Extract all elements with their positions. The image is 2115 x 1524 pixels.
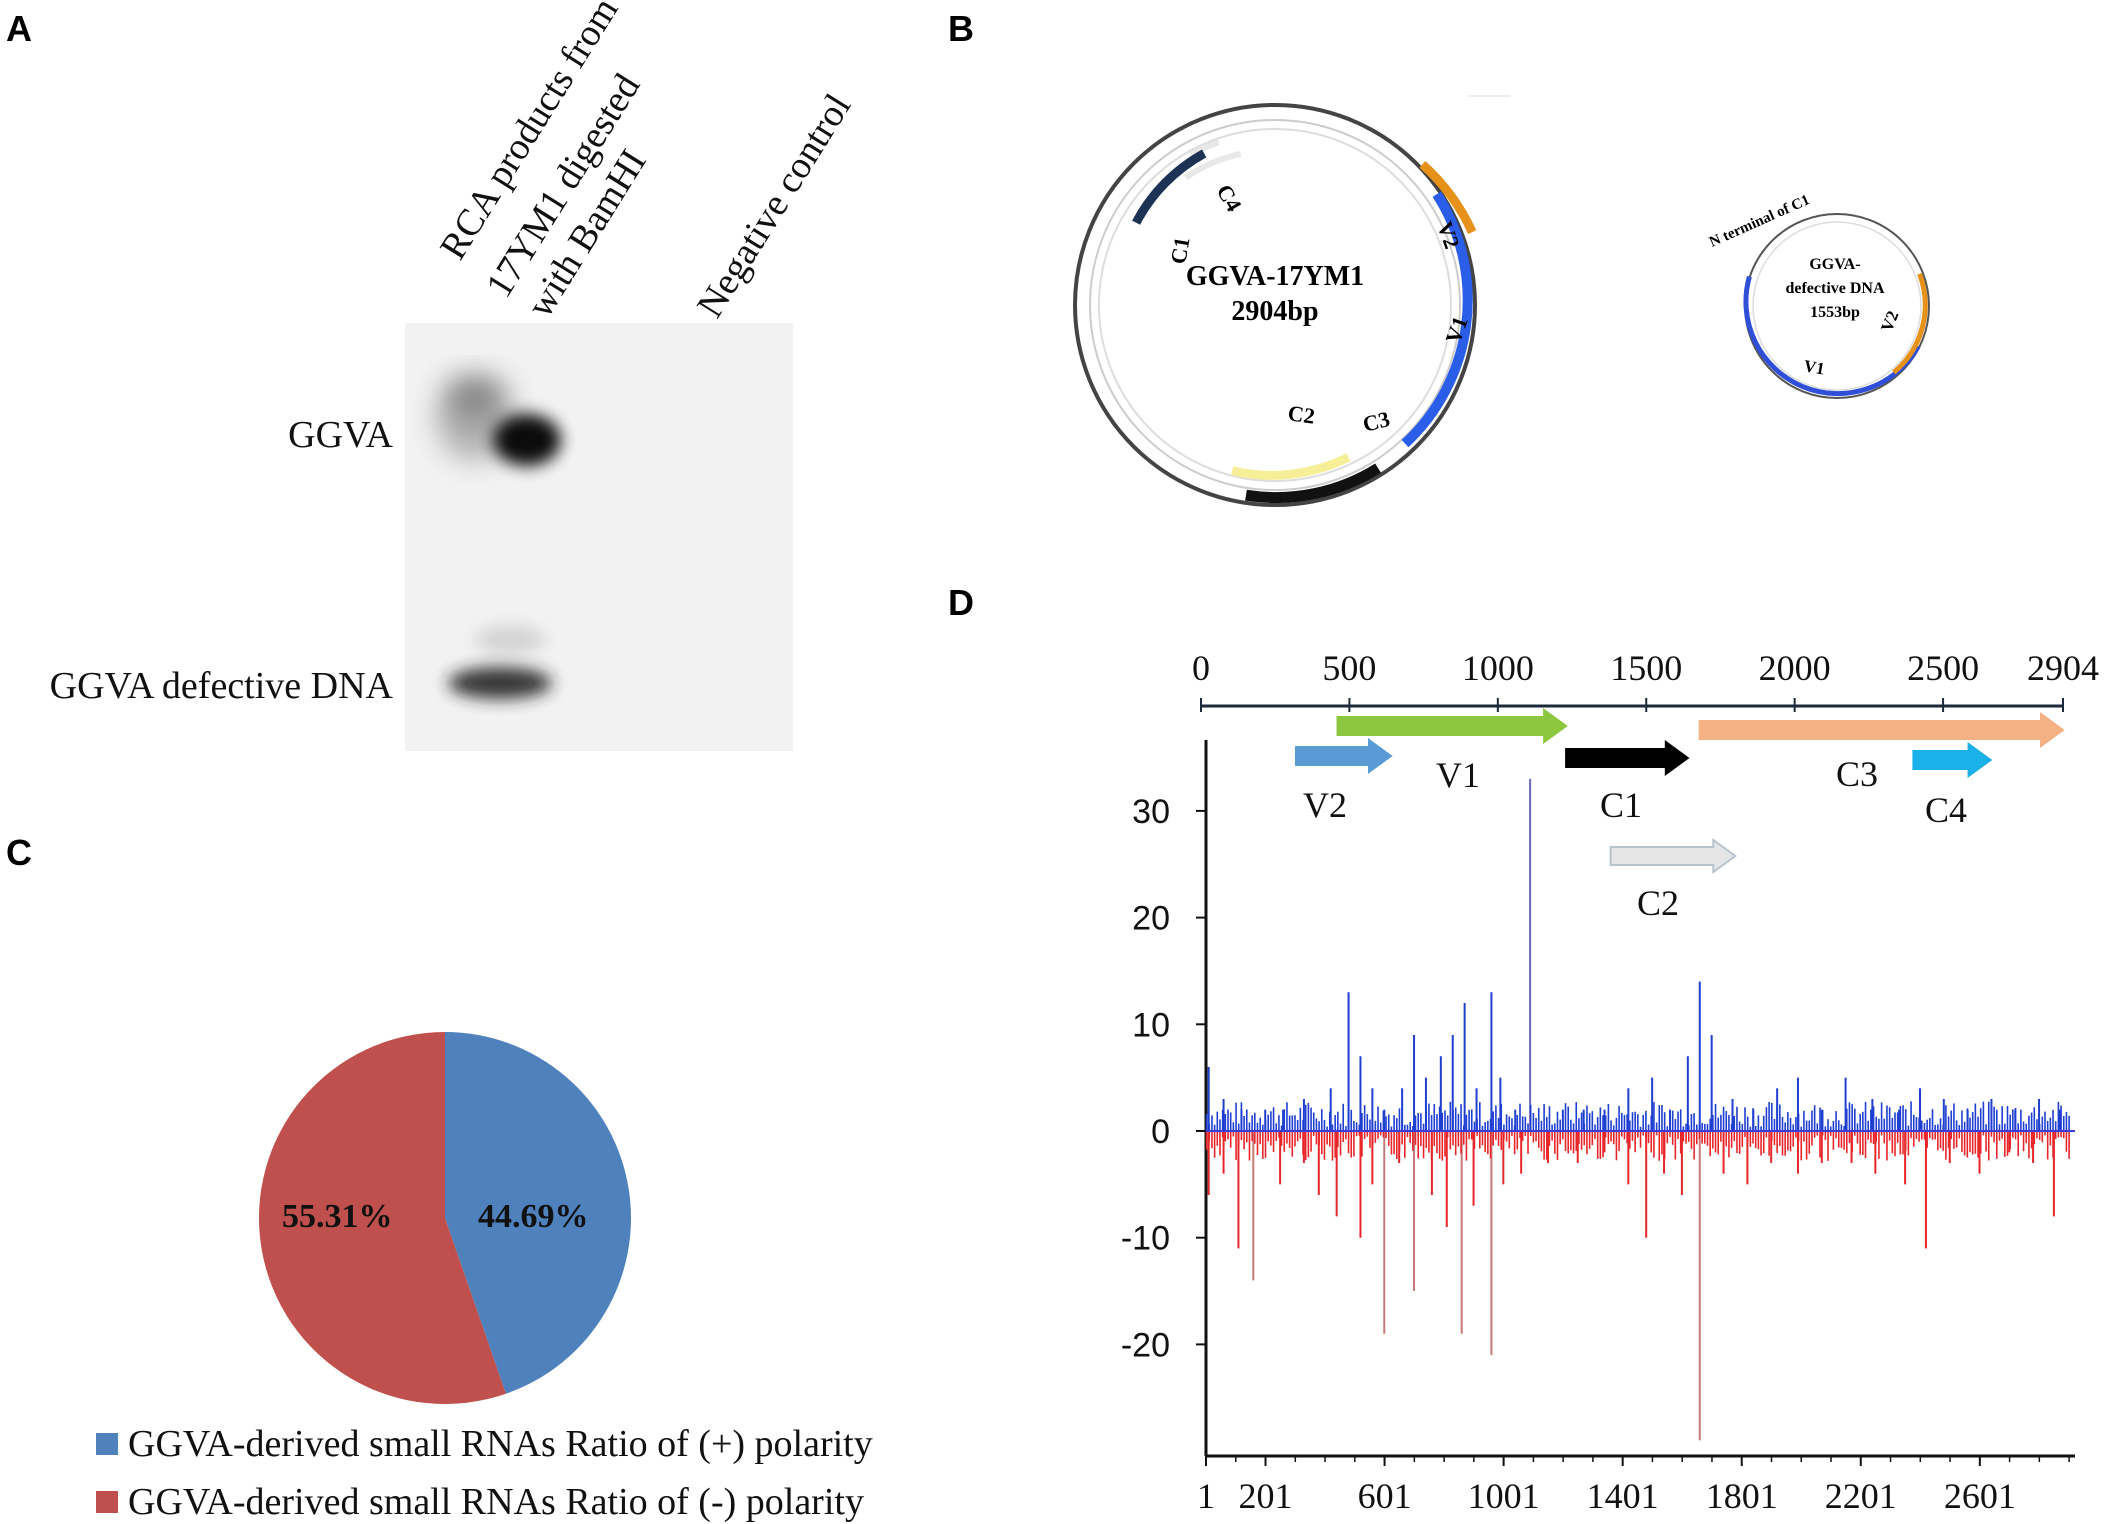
legend-item-minus: GGVA-derived small RNAs Ratio of (-) pol…	[96, 1480, 864, 1524]
map1-orf-c3: C3	[1360, 406, 1392, 437]
y-tick-label: 30	[1132, 793, 1170, 831]
genome-tick-label: 2500	[1907, 648, 1979, 688]
genome-tick-label: 2904	[2027, 648, 2099, 688]
map1-orf-c1: C1	[1165, 235, 1194, 266]
pie-label-plus: 44.69%	[478, 1198, 589, 1235]
genome-tick-label: 2000	[1759, 648, 1831, 688]
y-tick-label: 20	[1132, 900, 1170, 938]
map2-name-line1: GGVA-	[1809, 256, 1860, 273]
map2-orf-v2: V2	[1877, 308, 1902, 334]
band-ggva-halo-top	[445, 375, 505, 415]
map1-outer-circle	[1073, 103, 1477, 507]
x-tick-label: 2201	[1825, 1476, 1897, 1516]
map1-arc-v2	[1419, 161, 1477, 234]
genome-tick-label: 0	[1192, 648, 1210, 688]
y-tick-label: -20	[1121, 1326, 1170, 1364]
x-tick-label: 201	[1239, 1476, 1293, 1516]
map2-size: 1553bp	[1810, 304, 1860, 321]
panel-letter-d: D	[948, 582, 974, 623]
map1-orf-c2: C2	[1286, 400, 1316, 428]
plasmid-map-ggva-defective: GGVA- defective DNA 1553bp N terminal of…	[1707, 192, 1930, 399]
orf-arrow-v1	[1336, 708, 1568, 744]
map1-size: 2904bp	[1231, 296, 1318, 327]
map1-orf-c4: C4	[1212, 180, 1247, 216]
orf-label-c3: C3	[1836, 754, 1878, 794]
map2-name-line2: defective DNA	[1785, 280, 1885, 297]
panel-letter-a: A	[6, 8, 32, 49]
pie-label-minus: 55.31%	[282, 1198, 393, 1235]
orf-label-v2: V2	[1303, 785, 1347, 825]
map1-arc-c3	[1245, 463, 1382, 503]
legend-item-plus: GGVA-derived small RNAs Ratio of (+) pol…	[96, 1422, 873, 1466]
x-tick-label: 2601	[1944, 1476, 2016, 1516]
map2-orf-v1: V1	[1802, 356, 1826, 378]
band-ggva	[493, 414, 561, 466]
band-faint	[475, 626, 545, 654]
x-tick-label: 1401	[1587, 1476, 1659, 1516]
x-tick-label: 1	[1197, 1476, 1215, 1516]
y-tick-label: -10	[1121, 1220, 1170, 1258]
pie-chart	[259, 1032, 632, 1404]
orf-label-c2: C2	[1637, 883, 1679, 923]
legend-label-minus: GGVA-derived small RNAs Ratio of (-) pol…	[128, 1481, 864, 1523]
plasmid-map-ggva-17ym1: GGVA-17YM1 2904bp V2 V1 C4 C1 C2 C3	[1073, 103, 1477, 507]
orf-label-v1: V1	[1436, 755, 1480, 795]
pie-slice-minus	[259, 1032, 506, 1404]
panel-letter-c: C	[6, 832, 32, 873]
lane2-label: Negative control	[689, 87, 859, 325]
map1-arc-v1	[1401, 191, 1473, 448]
band-label-defective: GGVA defective DNA	[50, 665, 394, 707]
x-tick-label: 1001	[1468, 1476, 1540, 1516]
x-tick-label: 1801	[1706, 1476, 1778, 1516]
coverage-plot: 30 20 10 0 -10 -20 1 201 601 1001 1401 1801 2201 260…	[1121, 740, 2075, 1516]
map1-inner-circle	[1089, 119, 1461, 491]
map1-inner-circle2	[1098, 128, 1452, 482]
panel-a-blot	[405, 323, 793, 751]
panel-d-genome-axis: 0 500 1000 1500 2000 2500 2904	[1192, 648, 2099, 712]
genome-tick-label: 1000	[1462, 648, 1534, 688]
pie-slice-plus	[445, 1032, 632, 1394]
genome-tick-label: 1500	[1610, 648, 1682, 688]
map2-inner-circle	[1752, 221, 1922, 391]
panel-letter-b: B	[948, 8, 974, 49]
orf-arrow-c4	[1912, 742, 1993, 778]
x-tick-label: 601	[1358, 1476, 1412, 1516]
orf-arrow-c1	[1565, 740, 1690, 776]
legend-label-plus: GGVA-derived small RNAs Ratio of (+) pol…	[128, 1423, 873, 1465]
map1-arc-c1	[1189, 139, 1220, 158]
genome-tick-label: 500	[1322, 648, 1376, 688]
orf-arrow-c2	[1609, 838, 1738, 874]
orf-arrow-v2	[1294, 738, 1393, 774]
map2-top-label: N terminal of C1	[1707, 192, 1812, 251]
legend-swatch-minus	[96, 1491, 118, 1513]
orf-arrows	[1294, 708, 2065, 874]
y-tick-label: 0	[1151, 1113, 1170, 1151]
map2-arc-v1	[1743, 275, 1921, 397]
band-label-ggva: GGVA	[288, 414, 393, 456]
map1-name: GGVA-17YM1	[1186, 261, 1364, 292]
map1-arc-c1b	[1183, 150, 1242, 181]
orf-label-c4: C4	[1925, 790, 1967, 830]
legend-swatch-plus	[96, 1433, 118, 1455]
orf-label-c1: C1	[1600, 785, 1642, 825]
band-ggva-defective	[448, 667, 552, 699]
map1-arc-c4	[1132, 149, 1207, 225]
map1-arc-c2	[1231, 453, 1351, 480]
map2-arc-v2	[1892, 272, 1928, 375]
orf-arrow-c3	[1698, 712, 2065, 748]
y-tick-label: 10	[1132, 1006, 1170, 1044]
